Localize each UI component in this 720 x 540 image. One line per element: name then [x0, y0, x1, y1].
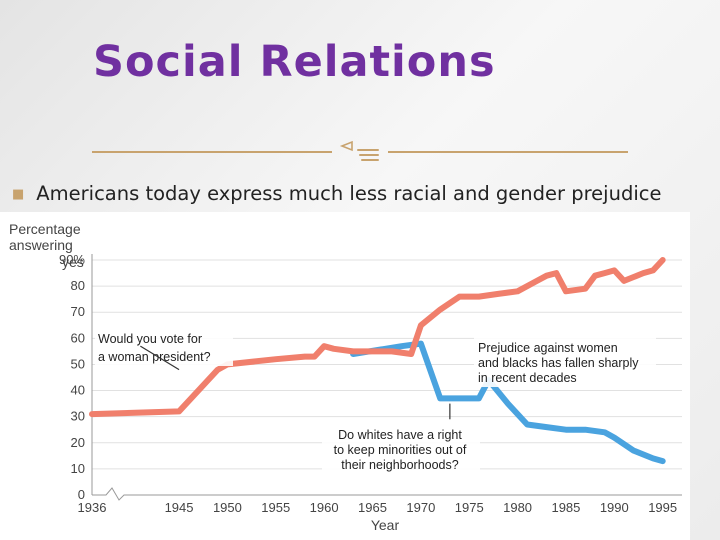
- slide-title: Social Relations: [93, 37, 496, 87]
- series-line-woman-president: [89, 257, 666, 418]
- y-tick-label-90: 90%: [59, 252, 85, 267]
- annotation-prejudice-line-3: in recent decades: [478, 371, 577, 385]
- annotation-minorities-line-1: Do whites have a right: [338, 428, 462, 442]
- annotation-pointers: [140, 345, 451, 420]
- annotation-prejudice-box: [474, 337, 656, 387]
- bullet-text: Americans today express much less racial…: [36, 182, 662, 205]
- y-axis-title-line-3: yes: [62, 254, 84, 270]
- annotation-woman-president-line-1: Would you vote for: [98, 332, 202, 346]
- annotation-minorities-line-3: their neighborhoods?: [341, 458, 458, 472]
- axes: [91, 254, 682, 501]
- series-line-minorities: [350, 340, 666, 465]
- title-divider-left: [92, 151, 332, 153]
- title-divider-right: [388, 151, 628, 153]
- bullet-marker-icon: ■: [12, 187, 25, 202]
- annotation-pointer-0: [140, 345, 180, 371]
- bullet-item: ■ Americans today express much less racia…: [12, 182, 661, 205]
- x-tick-label-1990: 1990: [600, 500, 629, 515]
- x-tick-label-1960: 1960: [310, 500, 339, 515]
- x-tick-labels: 1936 1945 1950 1955 1960 1965 1970 1975 1980 1985…: [78, 500, 678, 515]
- annotation-woman-president-box: [95, 328, 233, 366]
- y-tick-label-20: 20: [71, 435, 85, 450]
- x-tick-label-1980: 1980: [503, 500, 532, 515]
- y-axis-title-line-1: Percentage: [9, 221, 81, 237]
- annotation-minorities-box: [322, 426, 480, 474]
- y-axis-title-line-2: answering: [9, 237, 73, 253]
- line-chart: Percentage answering yes 0 10 20 30 40 50 60 70…: [9, 221, 682, 533]
- prejudice-chart: Percentage answering yes 0 10 20 30 40 50 60 70…: [0, 212, 690, 540]
- y-tick-label-70: 70: [71, 304, 85, 319]
- ornament-icon: [339, 140, 379, 161]
- x-tick-label-1985: 1985: [551, 500, 580, 515]
- x-tick-label-1936: 1936: [78, 500, 107, 515]
- x-tick-label-1995: 1995: [648, 500, 677, 515]
- x-tick-label-1950: 1950: [213, 500, 242, 515]
- x-tick-label-1965: 1965: [358, 500, 387, 515]
- x-tick-label-1970: 1970: [406, 500, 435, 515]
- y-tick-label-30: 30: [71, 409, 85, 424]
- y-tick-label-80: 80: [71, 278, 85, 293]
- x-tick-label-1975: 1975: [455, 500, 484, 515]
- y-tick-label-50: 50: [71, 356, 85, 371]
- annotation-woman-president-line-2: a woman president?: [98, 350, 211, 364]
- y-tick-label-10: 10: [71, 461, 85, 476]
- series: [89, 257, 666, 465]
- annotation-prejudice-line-2: and blacks has fallen sharply: [478, 356, 639, 370]
- y-tick-labels: 0 10 20 30 40 50 60 70 80 90%: [59, 252, 85, 502]
- x-axis-line: [92, 487, 682, 501]
- annotation-minorities-line-2: to keep minorities out of: [334, 443, 467, 457]
- y-tick-label-60: 60: [71, 330, 85, 345]
- x-axis-title: Year: [371, 517, 400, 533]
- y-tick-label-0: 0: [78, 487, 85, 502]
- annotation-prejudice-line-1: Prejudice against women: [478, 341, 618, 355]
- y-tick-label-40: 40: [71, 383, 85, 398]
- x-tick-label-1955: 1955: [261, 500, 290, 515]
- x-tick-label-1945: 1945: [165, 500, 194, 515]
